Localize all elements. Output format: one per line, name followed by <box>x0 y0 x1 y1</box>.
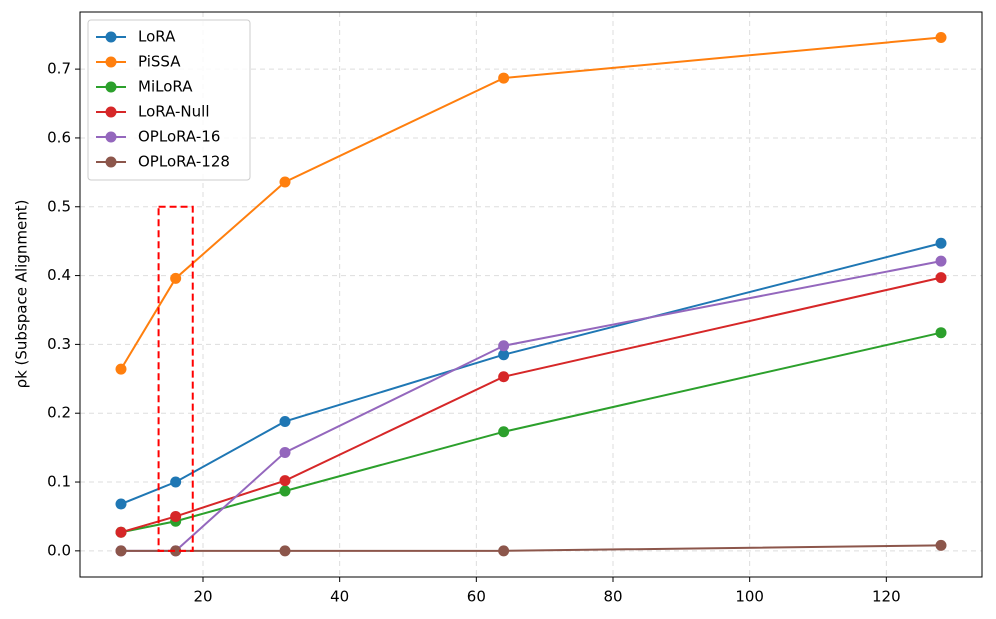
x-tick-label: 40 <box>330 588 349 606</box>
data-point <box>935 237 947 249</box>
data-point <box>935 539 947 551</box>
legend-marker <box>105 56 117 68</box>
legend-label: OPLoRA-128 <box>138 153 230 171</box>
data-point <box>279 415 291 427</box>
data-point <box>935 31 947 43</box>
data-point <box>115 363 127 375</box>
legend-label: OPLoRA-16 <box>138 128 220 146</box>
y-tick-label: 0.2 <box>47 404 71 422</box>
data-point <box>935 272 947 284</box>
data-point <box>498 340 510 352</box>
data-point <box>935 327 947 339</box>
data-point <box>279 176 291 188</box>
data-point <box>170 272 182 284</box>
series-line <box>120 331 942 534</box>
x-tick-label: 60 <box>467 588 486 606</box>
data-point <box>498 426 510 438</box>
y-axis-label: ρk (Subspace Alignment) <box>13 200 31 389</box>
data-point <box>498 371 510 383</box>
data-point <box>279 475 291 487</box>
data-point <box>498 72 510 84</box>
legend-box <box>87 19 251 181</box>
data-point <box>170 545 182 557</box>
legend-label: PiSSA <box>138 53 181 71</box>
data-point <box>115 545 127 557</box>
series-line <box>120 276 942 534</box>
x-tick-label: 120 <box>872 588 901 606</box>
data-point <box>279 485 291 497</box>
plot-frame <box>79 11 983 578</box>
legend-marker <box>105 131 117 143</box>
y-tick-label: 0.6 <box>47 128 71 146</box>
legend-marker <box>105 31 117 43</box>
x-tick-label: 100 <box>735 588 764 606</box>
y-tick-label: 0.3 <box>47 335 71 353</box>
data-point <box>170 476 182 488</box>
legend-label: LoRA-Null <box>138 103 210 121</box>
data-point <box>279 545 291 557</box>
legend-marker <box>105 156 117 168</box>
data-point <box>498 349 510 361</box>
series-line <box>121 544 942 552</box>
data-point <box>498 545 510 557</box>
x-tick-label: 20 <box>193 588 212 606</box>
data-point <box>170 510 182 522</box>
y-tick-label: 0.0 <box>47 541 71 559</box>
data-point <box>279 446 291 458</box>
data-point <box>115 498 127 510</box>
legend-label: MiLoRA <box>138 78 193 96</box>
y-tick-label: 0.5 <box>47 197 71 215</box>
data-point <box>935 255 947 267</box>
data-point <box>115 526 127 538</box>
x-tick-label: 80 <box>603 588 622 606</box>
y-tick-label: 0.4 <box>47 266 71 284</box>
y-tick-label: 0.1 <box>47 473 71 491</box>
y-tick-label: 0.7 <box>47 60 71 78</box>
highlight-box <box>157 205 194 552</box>
legend-marker <box>105 106 117 118</box>
legend-marker <box>105 81 117 93</box>
series-line <box>120 242 942 505</box>
legend-label: LoRA <box>138 28 176 46</box>
